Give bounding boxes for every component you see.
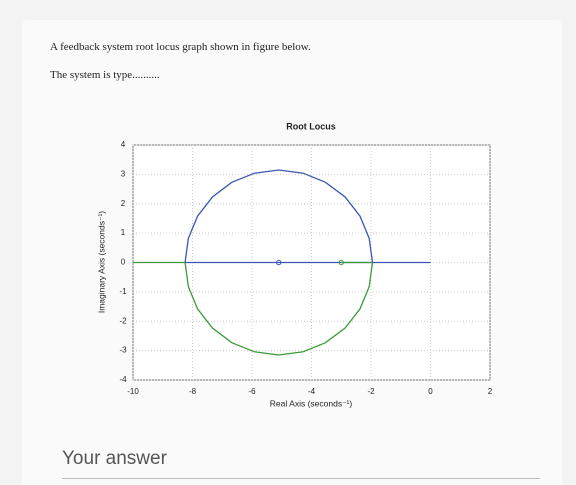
y-tick-label: -2 [119, 316, 127, 325]
y-tick-label: -3 [119, 346, 127, 355]
y-tick-label: 0 [121, 258, 126, 267]
question-text: The system is type.......... [50, 69, 160, 81]
x-tick-label: -2 [367, 387, 375, 396]
x-tick-label: -10 [127, 387, 139, 396]
y-tick-label: 2 [121, 199, 126, 208]
locus-marker [338, 259, 344, 266]
y-tick-label: -4 [119, 375, 127, 384]
locus-marker [276, 259, 282, 266]
question-text: A feedback system root locus graph shown… [50, 41, 311, 53]
answer-input[interactable]: Your answer [62, 448, 167, 469]
y-tick-label: -1 [119, 287, 127, 296]
x-tick-label: 0 [428, 387, 433, 396]
chart: Root Locus Real Axis (seconds⁻¹) Imagina… [96, 121, 493, 408]
y-tick-label: 4 [121, 140, 126, 149]
answer-underline [62, 478, 540, 479]
y-axis-label: Imaginary Axis (seconds⁻¹) [96, 211, 106, 313]
locus-branch [184, 262, 374, 356]
y-tick-label: 3 [121, 169, 126, 178]
x-tick-label: -6 [248, 387, 256, 396]
y-tick-label: 1 [121, 228, 126, 237]
x-tick-label: 2 [488, 387, 493, 396]
chart-title: Root Locus [286, 121, 336, 131]
locus-branch [184, 169, 374, 263]
x-tick-label: -8 [189, 387, 197, 396]
x-axis-label: Real Axis (seconds⁻¹) [270, 398, 353, 408]
x-tick-label: -4 [308, 387, 316, 396]
